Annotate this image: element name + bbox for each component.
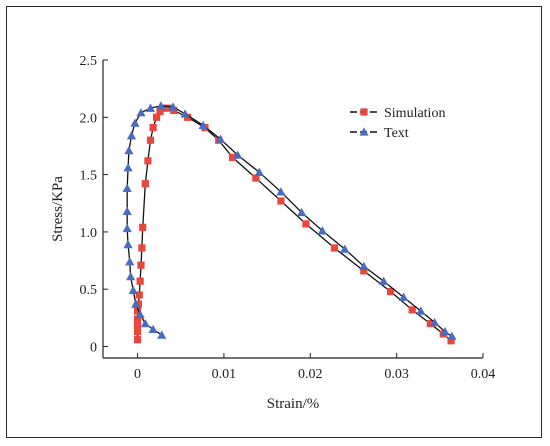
data-point-text: [276, 187, 286, 196]
data-point-simulation: [447, 337, 455, 345]
data-point-text: [140, 319, 150, 328]
data-point-text: [123, 163, 133, 172]
data-point-simulation: [360, 267, 368, 275]
data-point-simulation: [133, 307, 142, 315]
data-point-text: [122, 206, 132, 215]
x-tick-label: 0.02: [298, 367, 323, 382]
legend-item-text: Text: [350, 126, 409, 141]
y-tick-label: 0.5: [80, 283, 98, 298]
data-point-text: [198, 120, 208, 130]
data-point-text: [122, 223, 132, 233]
data-point-text: [233, 150, 243, 159]
y-tick-label: 1.0: [80, 226, 98, 241]
legend-marker-simulation: [360, 108, 368, 116]
data-point-text: [145, 103, 156, 112]
y-tick-label: 1.5: [80, 169, 98, 184]
data-point-simulation: [164, 104, 172, 112]
x-tick-label: 0.03: [384, 367, 409, 382]
data-point-text: [416, 306, 426, 315]
axes: [102, 60, 483, 359]
y-tick-label: 2.5: [80, 54, 98, 69]
legend-label-text: Text: [384, 126, 409, 141]
x-tick-label: 0: [134, 367, 141, 382]
data-point-text: [125, 257, 135, 266]
data-point-text: [340, 244, 350, 253]
data-point-simulation: [146, 136, 155, 144]
data-point-simulation: [408, 306, 416, 314]
legend-marker-text: [359, 127, 369, 136]
data-point-text: [157, 330, 167, 339]
data-point-text: [168, 102, 178, 111]
data-point-text: [180, 109, 190, 118]
series-layer: [122, 101, 457, 345]
data-point-text: [430, 317, 440, 327]
data-point-text: [440, 327, 450, 336]
data-point-simulation: [139, 223, 147, 231]
y-axis-label: Stress/KPa: [50, 176, 66, 242]
data-point-simulation: [152, 113, 161, 121]
data-point-text: [215, 134, 226, 143]
data-point-text: [447, 331, 457, 340]
data-point-simulation: [149, 124, 157, 132]
data-point-text: [126, 131, 137, 140]
data-point-simulation: [133, 315, 142, 323]
y-tick-label: 0: [90, 341, 97, 356]
legend-label-simulation: Simulation: [384, 106, 445, 121]
data-point-text: [135, 309, 145, 319]
series-simulation: [133, 104, 455, 345]
data-point-simulation: [133, 336, 142, 344]
data-point-simulation: [133, 328, 142, 336]
data-point-simulation: [135, 291, 143, 299]
series-text: [122, 101, 457, 340]
x-tick-label: 0.04: [471, 367, 496, 382]
data-point-text: [130, 118, 140, 127]
data-point-text: [124, 145, 134, 155]
data-point-text: [254, 167, 264, 177]
data-point-simulation: [136, 277, 144, 285]
data-point-simulation: [141, 180, 149, 188]
data-point-text: [398, 292, 409, 301]
data-point-simulation: [330, 244, 339, 252]
data-point-simulation: [137, 261, 145, 269]
data-point-simulation: [302, 220, 310, 228]
data-point-simulation: [386, 287, 395, 296]
data-point-simulation: [426, 320, 434, 328]
legend: Simulation Text: [350, 106, 445, 141]
data-point-simulation: [277, 197, 285, 205]
x-axis-label: Strain/%: [267, 396, 320, 412]
data-point-text: [126, 272, 136, 281]
data-point-simulation: [134, 300, 143, 308]
data-point-simulation: [133, 321, 142, 329]
legend-item-simulation: Simulation: [350, 106, 445, 121]
data-point-text: [148, 324, 158, 334]
data-point-simulation: [252, 174, 260, 182]
data-point-text: [156, 101, 166, 110]
data-point-text: [297, 207, 307, 217]
y-tick-label: 2.0: [80, 111, 98, 126]
data-point-text: [131, 299, 141, 308]
chart-frame: [6, 6, 542, 438]
data-point-text: [128, 285, 138, 295]
data-point-simulation: [138, 244, 146, 252]
data-point-simulation: [228, 153, 237, 162]
data-point-text: [379, 276, 389, 285]
data-point-text: [136, 108, 146, 117]
data-point-text: [317, 226, 327, 235]
data-point-simulation: [144, 157, 152, 165]
ticks: 0 0.01 0.02 0.03 0.04 0 0.5 1.0 1.5 2.0 2.5: [80, 54, 496, 382]
data-point-text: [123, 239, 133, 249]
data-point-text: [359, 261, 369, 270]
series-line-simulation: [136, 107, 452, 342]
data-point-text: [122, 183, 132, 193]
x-tick-label: 0.01: [212, 367, 237, 382]
